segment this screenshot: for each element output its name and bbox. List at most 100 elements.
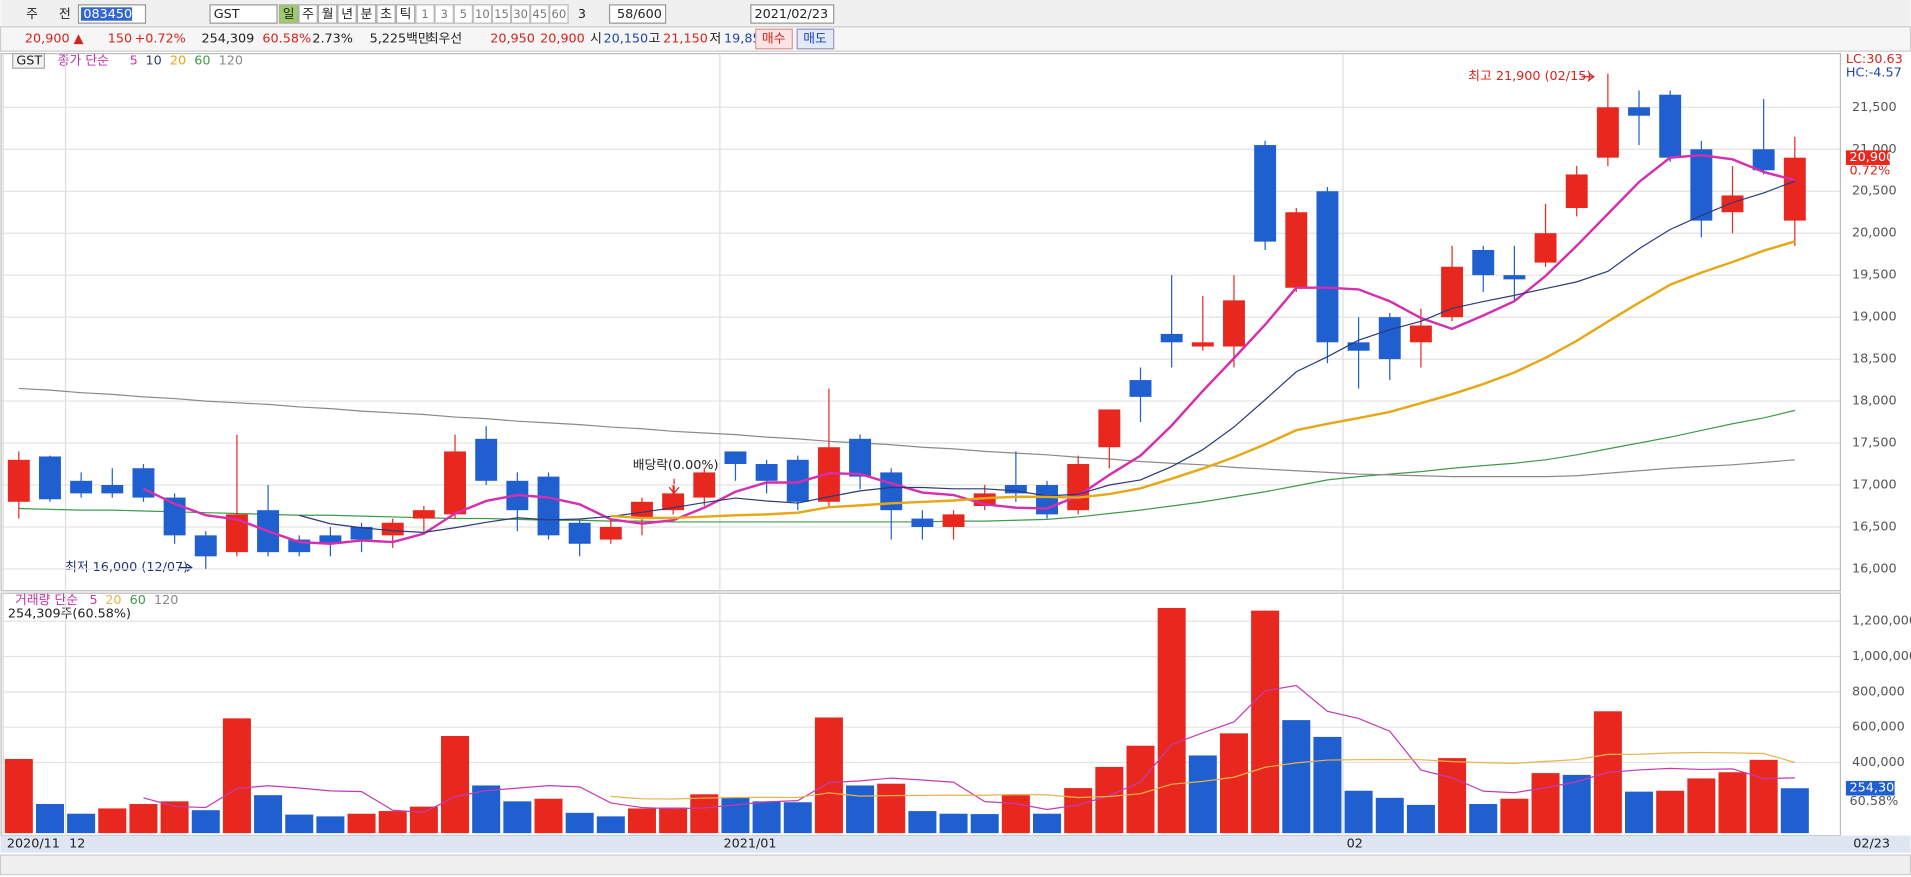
date: 2021/02/23	[755, 7, 829, 22]
scrollbar[interactable]	[0, 854, 1911, 876]
last-volume-rate: 60.58%	[1850, 794, 1899, 809]
candle-body	[1378, 317, 1401, 360]
interval-button[interactable]	[549, 4, 569, 24]
period-button[interactable]	[356, 4, 377, 24]
y-tick-label: 17,000	[1852, 478, 1897, 493]
volume-bar	[1033, 813, 1062, 834]
interval[interactable]: 45	[532, 7, 547, 21]
last-price: 20,900	[1850, 150, 1895, 165]
period[interactable]: 월	[322, 7, 334, 22]
y-tick-label: 20,000	[1852, 226, 1897, 241]
period-button[interactable]	[278, 4, 299, 24]
period-button[interactable]	[337, 4, 357, 24]
mode[interactable]: 주	[26, 7, 38, 22]
volume-bar	[1095, 766, 1124, 834]
interval-button[interactable]	[415, 4, 435, 24]
period[interactable]: 틱	[400, 7, 412, 22]
volume-bar	[1157, 607, 1186, 834]
volume-bar	[814, 717, 843, 834]
period[interactable]: 일	[283, 7, 295, 22]
candle-body	[225, 514, 248, 553]
legend-entry: 20	[105, 593, 121, 608]
y-tick-label: 17,500	[1852, 436, 1897, 451]
count[interactable]: 3	[578, 7, 586, 22]
volume-bar	[67, 813, 96, 834]
volume-bar	[378, 811, 407, 834]
period-button[interactable]	[298, 4, 318, 24]
chart-title: GST	[16, 53, 42, 68]
interval[interactable]: 1	[421, 7, 428, 21]
high-label: 고	[649, 31, 661, 46]
lc: LC:30.63	[1846, 52, 1903, 67]
volume-bar	[409, 806, 438, 834]
legend-entry: 5	[89, 593, 97, 608]
candle-body	[101, 485, 124, 494]
legend-entry: 20	[170, 53, 186, 68]
period[interactable]: 분	[361, 7, 373, 22]
volume-bar	[4, 758, 33, 834]
period[interactable]: 년	[341, 7, 353, 22]
volume-bar	[1064, 788, 1093, 834]
ma-line	[610, 751, 1796, 800]
period[interactable]: 주	[302, 7, 314, 22]
candle-body	[381, 522, 404, 536]
y-tick-label: 400,000	[1852, 755, 1905, 770]
interval[interactable]: 3	[440, 7, 447, 21]
volume-bar	[1656, 790, 1685, 834]
volume-bar	[316, 816, 345, 834]
quote-bar	[0, 26, 1911, 52]
open-label: 시	[590, 31, 602, 46]
volume-bar	[1531, 773, 1560, 834]
interval[interactable]: 30	[513, 7, 528, 21]
interval[interactable]: 5	[460, 7, 467, 21]
legend-entry: 120	[154, 593, 178, 608]
sell-button[interactable]	[796, 28, 835, 50]
period-button[interactable]	[317, 4, 338, 24]
candle-body	[662, 493, 685, 511]
interval-button[interactable]	[434, 4, 454, 24]
candle-body	[817, 447, 840, 502]
volume-bar	[1562, 774, 1591, 834]
period-button[interactable]	[395, 4, 416, 24]
legend-entry: 5	[130, 53, 138, 68]
period-button[interactable]	[376, 4, 396, 24]
sell[interactable]: 매도	[803, 31, 827, 46]
candle-body	[350, 526, 373, 540]
code[interactable]: 083450	[83, 7, 132, 22]
arrow	[1581, 72, 1595, 81]
volume-bar	[1406, 804, 1435, 834]
high: 21,150	[663, 31, 708, 46]
interval-button[interactable]	[453, 4, 474, 24]
candle-body	[412, 510, 435, 519]
candle-body	[475, 438, 498, 481]
period[interactable]: 초	[380, 7, 392, 22]
interval-button[interactable]	[491, 4, 512, 24]
range-box[interactable]	[608, 4, 667, 24]
interval[interactable]: 60	[552, 7, 567, 21]
interval-button[interactable]	[472, 4, 493, 24]
candle-body	[7, 459, 30, 502]
volume-bar	[1469, 804, 1498, 834]
name-box[interactable]	[209, 4, 278, 24]
hc: HC:-4.57	[1846, 66, 1902, 81]
interval[interactable]: 15	[494, 7, 509, 21]
y-tick-label: 19,500	[1852, 268, 1897, 283]
buy-button[interactable]	[755, 28, 793, 50]
candle-body	[724, 451, 747, 465]
name: GST	[214, 7, 240, 22]
volume-bar	[534, 798, 563, 834]
volume-bar	[98, 808, 127, 834]
interval-button[interactable]	[510, 4, 531, 24]
last-change: 0.72%	[1850, 164, 1891, 179]
x-tick-label: 12	[69, 837, 85, 852]
y-tick-label: 1,200,000	[1852, 614, 1911, 629]
volume-bar	[939, 813, 968, 834]
volume-bar	[222, 718, 251, 834]
interval[interactable]: 10	[475, 7, 490, 21]
date-box[interactable]	[750, 4, 835, 24]
interval-button[interactable]	[530, 4, 550, 24]
mode[interactable]: 전	[59, 7, 71, 22]
buy[interactable]: 매수	[762, 31, 786, 46]
candle-body	[599, 526, 622, 540]
range: 58/600	[617, 7, 662, 22]
